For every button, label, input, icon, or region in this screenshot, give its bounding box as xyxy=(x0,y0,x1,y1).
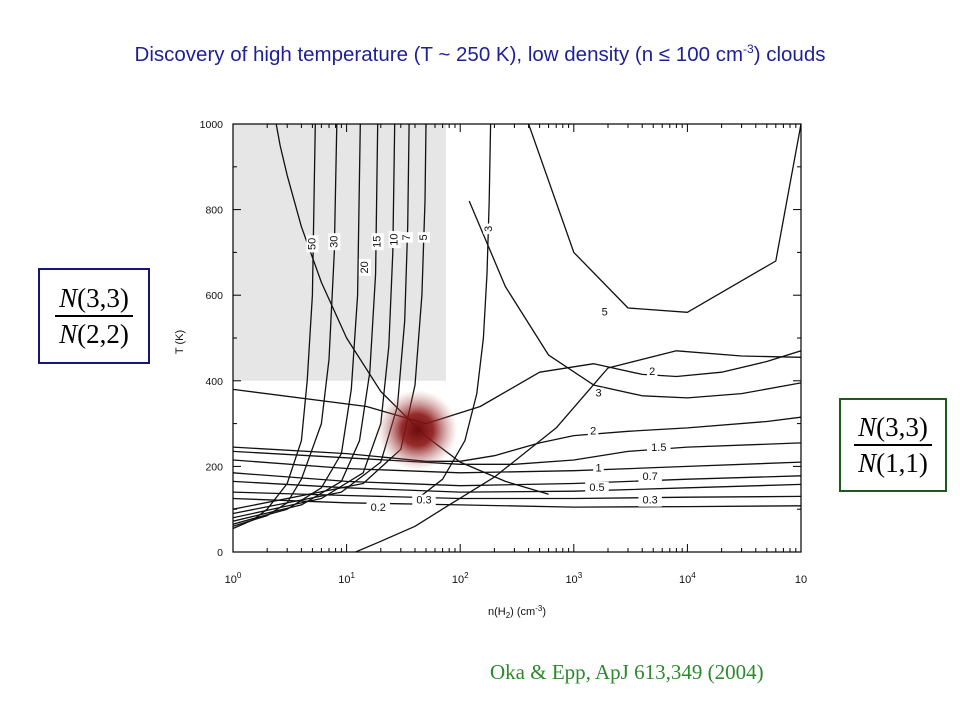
series-line-9 xyxy=(527,124,801,313)
x-tick-label-5: 10 xyxy=(795,574,807,586)
x-tick-label-0: 100 xyxy=(225,571,242,586)
ratio-numerator-right: N(3,3) xyxy=(858,411,928,442)
series-line-17 xyxy=(233,491,801,500)
fraction-bar-left xyxy=(55,315,133,317)
curve-label-2: 20 xyxy=(359,261,371,273)
y-tick-label-4: 800 xyxy=(205,205,223,217)
series-line-14 xyxy=(233,459,801,474)
curve-label-bg-12 xyxy=(647,441,671,454)
series-line-0 xyxy=(275,124,549,495)
highlight-blob xyxy=(377,390,458,471)
slide-title: Discovery of high temperature (T ~ 250 K… xyxy=(0,42,960,67)
ratio-fraction-right: N(3,3) N(1,1) xyxy=(854,413,932,477)
fraction-bar-right xyxy=(854,444,932,446)
citation: Oka & Epp, ApJ 613,349 (2004) xyxy=(490,660,764,684)
y-tick-label-2: 400 xyxy=(205,376,223,388)
x-axis-label: n(H2) (cm-3) xyxy=(488,604,546,620)
curve-label-bg-15 xyxy=(585,481,609,494)
curve-label-bg-2 xyxy=(358,258,371,276)
curve-label-bg-10 xyxy=(593,387,604,400)
curve-label-10: 3 xyxy=(595,388,601,400)
title-text-end: ) clouds xyxy=(753,42,826,66)
curve-label-bg-3 xyxy=(371,233,384,251)
curve-label-bg-5 xyxy=(400,232,413,243)
curve-label-11: 2 xyxy=(590,425,596,437)
title-superscript: -3 xyxy=(743,42,754,56)
curve-label-bg-6 xyxy=(417,232,430,243)
curve-label-0: 50 xyxy=(306,238,318,250)
curve-label-15: 0.5 xyxy=(589,482,604,494)
ratio-box-left: N(3,3) N(2,2) xyxy=(38,268,150,364)
curve-label-18: 0.2 xyxy=(371,502,386,514)
title-text: Discovery of high temperature (T ~ 250 K… xyxy=(134,42,744,66)
curve-label-bg-13 xyxy=(593,462,604,475)
shaded-region xyxy=(233,124,447,381)
curve-label-17: 0.3 xyxy=(416,495,431,507)
y-tick-label-0: 0 xyxy=(217,547,223,559)
curve-label-bg-8 xyxy=(599,306,610,319)
series-line-7 xyxy=(233,124,427,510)
x-tick-label-2: 102 xyxy=(452,571,469,586)
series-line-15 xyxy=(233,472,801,487)
curve-label-5: 7 xyxy=(401,234,413,240)
series-line-16 xyxy=(233,480,801,493)
series-line-13 xyxy=(233,442,801,465)
curve-label-bg-14 xyxy=(638,471,662,484)
curve-label-6: 5 xyxy=(418,234,430,240)
series-line-19 xyxy=(355,350,801,552)
ratio-numerator-left: N(3,3) xyxy=(59,282,129,313)
curve-label-bg-16 xyxy=(638,494,662,507)
ratio-denominator-right: N(1,1) xyxy=(858,447,928,478)
y-axis-label: T (K) xyxy=(174,330,186,354)
curve-label-3: 15 xyxy=(372,236,384,248)
x-tick-label-3: 103 xyxy=(565,571,582,586)
curve-label-bg-1 xyxy=(328,233,341,251)
curve-label-14: 0.7 xyxy=(643,471,658,483)
x-tick-label-4: 104 xyxy=(679,571,696,586)
curve-label-bg-9 xyxy=(646,366,658,379)
curve-label-bg-17 xyxy=(412,494,436,507)
curve-label-12: 1.5 xyxy=(651,442,666,454)
y-tick-label-1: 200 xyxy=(205,461,223,473)
curve-label-bg-4 xyxy=(388,231,401,249)
curve-label-7: 3 xyxy=(483,226,495,232)
curve-label-bg-7 xyxy=(483,223,496,235)
curve-label-bg-11 xyxy=(587,425,599,438)
curve-label-1: 30 xyxy=(328,236,340,248)
curve-label-13: 1 xyxy=(595,463,601,475)
series-line-11 xyxy=(468,200,801,399)
ratio-fraction-left: N(3,3) N(2,2) xyxy=(55,284,133,348)
curve-label-bg-0 xyxy=(306,235,319,253)
series-line-12 xyxy=(233,416,801,462)
series-line-18 xyxy=(233,497,801,508)
y-tick-label-3: 600 xyxy=(205,290,223,302)
curve-label-4: 10 xyxy=(389,233,401,245)
curve-label-16: 0.3 xyxy=(643,495,658,507)
curve-label-bg-18 xyxy=(366,501,391,514)
curve-label-8: 5 xyxy=(602,306,608,318)
x-tick-label-1: 101 xyxy=(338,571,355,586)
series-line-4 xyxy=(233,124,379,522)
curve-label-9: 2 xyxy=(649,366,655,378)
ratio-denominator-left: N(2,2) xyxy=(59,318,129,349)
y-tick-label-5: 1000 xyxy=(200,119,224,131)
ratio-box-right: N(3,3) N(1,1) xyxy=(839,398,947,492)
